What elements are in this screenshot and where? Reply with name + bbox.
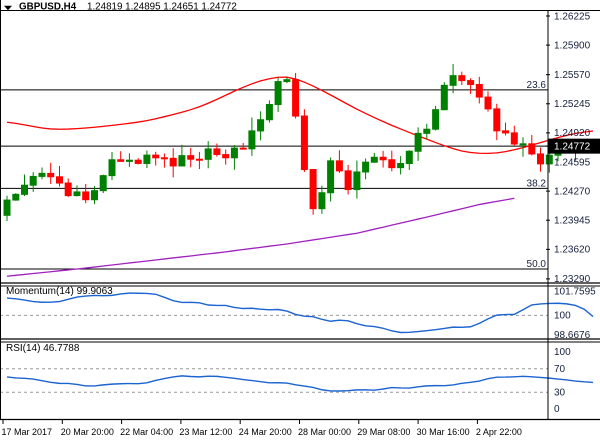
svg-text:30: 30	[554, 388, 566, 399]
svg-text:28 Mar 00:00: 28 Mar 00:00	[298, 427, 351, 437]
svg-text:101.7595: 101.7595	[554, 287, 596, 298]
svg-text:22 Mar 04:00: 22 Mar 04:00	[120, 427, 173, 437]
svg-text:1.24595: 1.24595	[554, 157, 591, 168]
svg-text:1.25570: 1.25570	[554, 70, 591, 81]
svg-text:1.23945: 1.23945	[554, 216, 591, 227]
svg-text:RSI(14) 46.7788: RSI(14) 46.7788	[6, 343, 80, 354]
svg-text:24 Mar 20:00: 24 Mar 20:00	[239, 427, 292, 437]
svg-text:17 Mar 2017: 17 Mar 2017	[2, 427, 53, 437]
svg-text:1.26225: 1.26225	[554, 11, 591, 22]
svg-text:23.6: 23.6	[527, 80, 547, 91]
svg-text:1.25245: 1.25245	[554, 99, 591, 110]
svg-text:23 Mar 12:00: 23 Mar 12:00	[179, 427, 232, 437]
svg-text:1.23620: 1.23620	[554, 245, 591, 256]
svg-text:38.2: 38.2	[527, 178, 547, 189]
svg-text:20 Mar 20:00: 20 Mar 20:00	[61, 427, 114, 437]
svg-text:29 Mar 08:00: 29 Mar 08:00	[357, 427, 410, 437]
svg-text:100: 100	[554, 347, 571, 358]
svg-text:1.24920: 1.24920	[554, 128, 591, 139]
svg-text:70: 70	[554, 364, 566, 375]
svg-text:2 Apr 22:00: 2 Apr 22:00	[476, 427, 522, 437]
svg-text:0: 0	[554, 404, 560, 415]
svg-text:100: 100	[554, 311, 571, 322]
svg-text:1.25900: 1.25900	[554, 40, 591, 51]
svg-text:Momentum(14) 99.9063: Momentum(14) 99.9063	[6, 286, 113, 297]
svg-text:30 Mar 16:00: 30 Mar 16:00	[417, 427, 470, 437]
svg-text:50.0: 50.0	[527, 259, 547, 270]
svg-text:1.24772: 1.24772	[554, 141, 591, 152]
svg-text:1.24270: 1.24270	[554, 186, 591, 197]
